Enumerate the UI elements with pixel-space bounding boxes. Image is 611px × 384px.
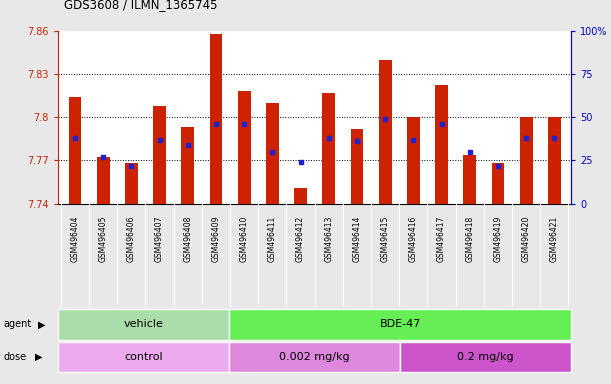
- Text: dose: dose: [3, 352, 26, 362]
- Point: [324, 135, 334, 141]
- Point: [380, 116, 390, 122]
- Point: [126, 162, 136, 169]
- Point: [437, 121, 447, 127]
- Text: 0.2 mg/kg: 0.2 mg/kg: [458, 352, 514, 362]
- Bar: [548, 117, 561, 204]
- Point: [183, 142, 192, 148]
- Point: [296, 159, 306, 165]
- Bar: [181, 127, 194, 204]
- Point: [240, 121, 249, 127]
- Point: [268, 149, 277, 155]
- Text: GSM496405: GSM496405: [98, 216, 108, 262]
- Point: [493, 162, 503, 169]
- Bar: [492, 163, 504, 204]
- Point: [70, 135, 80, 141]
- Bar: [153, 106, 166, 204]
- Point: [98, 154, 108, 160]
- Bar: [125, 163, 137, 204]
- Text: GSM496409: GSM496409: [211, 216, 221, 262]
- Point: [549, 135, 559, 141]
- Bar: [351, 129, 364, 204]
- Text: GSM496414: GSM496414: [353, 216, 362, 262]
- Text: GSM496412: GSM496412: [296, 216, 305, 262]
- Bar: [407, 117, 420, 204]
- Text: GSM496411: GSM496411: [268, 216, 277, 262]
- Text: 0.002 mg/kg: 0.002 mg/kg: [279, 352, 350, 362]
- Bar: [379, 60, 392, 204]
- Text: GSM496421: GSM496421: [550, 216, 559, 262]
- Text: GSM496410: GSM496410: [240, 216, 249, 262]
- Text: agent: agent: [3, 319, 31, 329]
- Bar: [97, 157, 109, 204]
- Text: ▶: ▶: [38, 319, 45, 329]
- Text: GSM496404: GSM496404: [70, 216, 79, 262]
- Point: [521, 135, 531, 141]
- Bar: [229, 309, 571, 340]
- Point: [465, 149, 475, 155]
- Text: control: control: [124, 352, 163, 362]
- Bar: [58, 342, 229, 372]
- Text: GSM496406: GSM496406: [127, 216, 136, 262]
- Text: GSM496419: GSM496419: [494, 216, 502, 262]
- Text: ▶: ▶: [35, 352, 42, 362]
- Text: GSM496417: GSM496417: [437, 216, 446, 262]
- Bar: [435, 86, 448, 204]
- Bar: [463, 155, 476, 204]
- Point: [352, 138, 362, 144]
- Text: GSM496413: GSM496413: [324, 216, 333, 262]
- Text: GSM496420: GSM496420: [522, 216, 531, 262]
- Text: GSM496408: GSM496408: [183, 216, 192, 262]
- Bar: [400, 342, 571, 372]
- Text: GSM496415: GSM496415: [381, 216, 390, 262]
- Bar: [210, 34, 222, 204]
- Text: GDS3608 / ILMN_1365745: GDS3608 / ILMN_1365745: [64, 0, 218, 12]
- Bar: [295, 188, 307, 204]
- Bar: [520, 117, 533, 204]
- Text: BDE-47: BDE-47: [379, 319, 421, 329]
- Text: GSM496418: GSM496418: [465, 216, 474, 262]
- Point: [211, 121, 221, 127]
- Bar: [238, 91, 251, 204]
- Bar: [68, 97, 81, 204]
- Bar: [58, 309, 229, 340]
- Text: vehicle: vehicle: [123, 319, 164, 329]
- Text: GSM496416: GSM496416: [409, 216, 418, 262]
- Bar: [323, 93, 335, 204]
- Bar: [266, 103, 279, 204]
- Text: GSM496407: GSM496407: [155, 216, 164, 262]
- Point: [155, 136, 164, 142]
- Point: [409, 136, 419, 142]
- Bar: [229, 342, 400, 372]
